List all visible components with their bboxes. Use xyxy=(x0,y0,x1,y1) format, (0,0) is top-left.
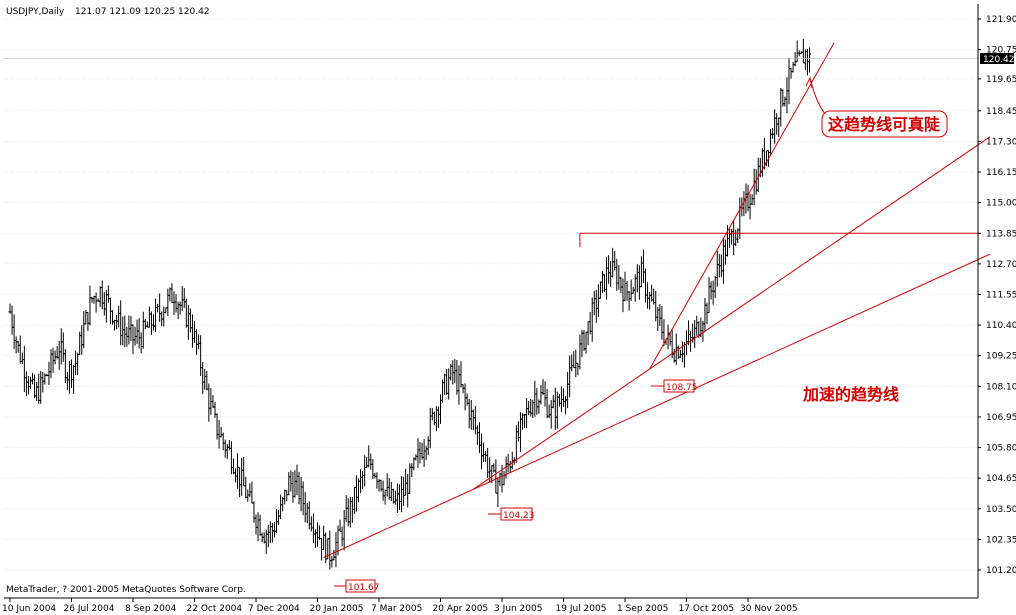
y-tick-label: 104.65 xyxy=(986,474,1016,484)
chart-header-ohlc: 121.07 121.09 120.25 120.42 xyxy=(75,7,210,17)
x-tick-label: 20 Jan 2005 xyxy=(310,604,364,614)
grid-lines xyxy=(4,18,978,571)
trendline-steep xyxy=(649,42,835,370)
x-tick-label: 20 Apr 2005 xyxy=(433,604,489,614)
y-tick-label: 121.90 xyxy=(986,15,1016,25)
y-tick-label: 105.80 xyxy=(986,444,1016,454)
trendline-accelerated xyxy=(473,136,991,490)
x-tick-label: 26 Jul 2004 xyxy=(64,604,115,614)
y-tick-label: 106.95 xyxy=(986,413,1016,423)
x-tick-label: 19 Jul 2005 xyxy=(556,604,607,614)
x-tick-label: 7 Dec 2004 xyxy=(248,604,300,614)
y-tick-label: 120.75 xyxy=(986,46,1016,56)
trend-lines xyxy=(4,42,991,558)
y-tick-label: 103.50 xyxy=(986,505,1016,515)
y-tick-label: 119.65 xyxy=(986,75,1016,85)
y-tick-label: 101.20 xyxy=(986,566,1016,576)
y-tick-label: 112.70 xyxy=(986,260,1016,270)
price-bars xyxy=(8,38,811,570)
point-label-101-67-text: 101.67 xyxy=(348,583,380,593)
y-tick-label: 111.55 xyxy=(986,291,1016,301)
y-tick-label: 117.30 xyxy=(986,137,1016,147)
annotation-accelerating: 加速的趋势线 xyxy=(802,385,899,404)
x-tick-label: 22 Oct 2004 xyxy=(187,604,243,614)
point-label-108-75: 108.75 xyxy=(651,379,698,393)
y-tick-label: 116.15 xyxy=(986,168,1016,178)
y-axis: 121.90 120.75 119.65 118.45 117.30 116.15 115.… xyxy=(978,15,1016,576)
x-tick-label: 1 Sep 2005 xyxy=(617,604,668,614)
point-label-104-23: 104.23 xyxy=(488,507,535,521)
point-label-104-23-text: 104.23 xyxy=(503,511,535,521)
y-tick-label: 115.00 xyxy=(986,199,1016,209)
x-tick-label: 17 Oct 2005 xyxy=(679,604,735,614)
x-tick-label: 3 Jun 2005 xyxy=(494,604,542,614)
annotation-arrow xyxy=(805,76,826,115)
y-tick-label: 118.45 xyxy=(986,107,1016,117)
trendline-base xyxy=(323,253,991,558)
current-price-tag: 120.42 xyxy=(980,53,1015,65)
annotation-steep: 这趋势线可真陡 xyxy=(805,76,948,138)
y-tick-label: 109.25 xyxy=(986,352,1016,362)
point-label-108-75-text: 108.75 xyxy=(666,383,698,393)
x-tick-label: 30 Nov 2005 xyxy=(740,604,798,614)
copyright-footer: MetaTrader, ? 2001-2005 MetaQuotes Softw… xyxy=(6,585,246,595)
annotation-steep-text: 这趋势线可真陡 xyxy=(828,115,941,134)
x-tick-label: 10 Jun 2004 xyxy=(2,604,56,614)
y-tick-label: 108.10 xyxy=(986,382,1016,392)
x-tick-label: 8 Sep 2004 xyxy=(125,604,177,614)
ohlc-bar xyxy=(808,47,811,73)
point-label-101-67: 101.67 xyxy=(334,579,380,593)
current-price-label: 120.42 xyxy=(983,55,1015,65)
x-tick-label: 7 Mar 2005 xyxy=(371,604,422,614)
y-tick-label: 113.85 xyxy=(986,229,1016,239)
chart-header-symbol: USDJPY,Daily xyxy=(6,7,65,17)
x-axis: 10 Jun 2004 26 Jul 2004 8 Sep 2004 22 Oct 2… xyxy=(2,598,798,614)
y-tick-label: 102.35 xyxy=(986,535,1016,545)
y-tick-label: 110.40 xyxy=(986,321,1016,331)
